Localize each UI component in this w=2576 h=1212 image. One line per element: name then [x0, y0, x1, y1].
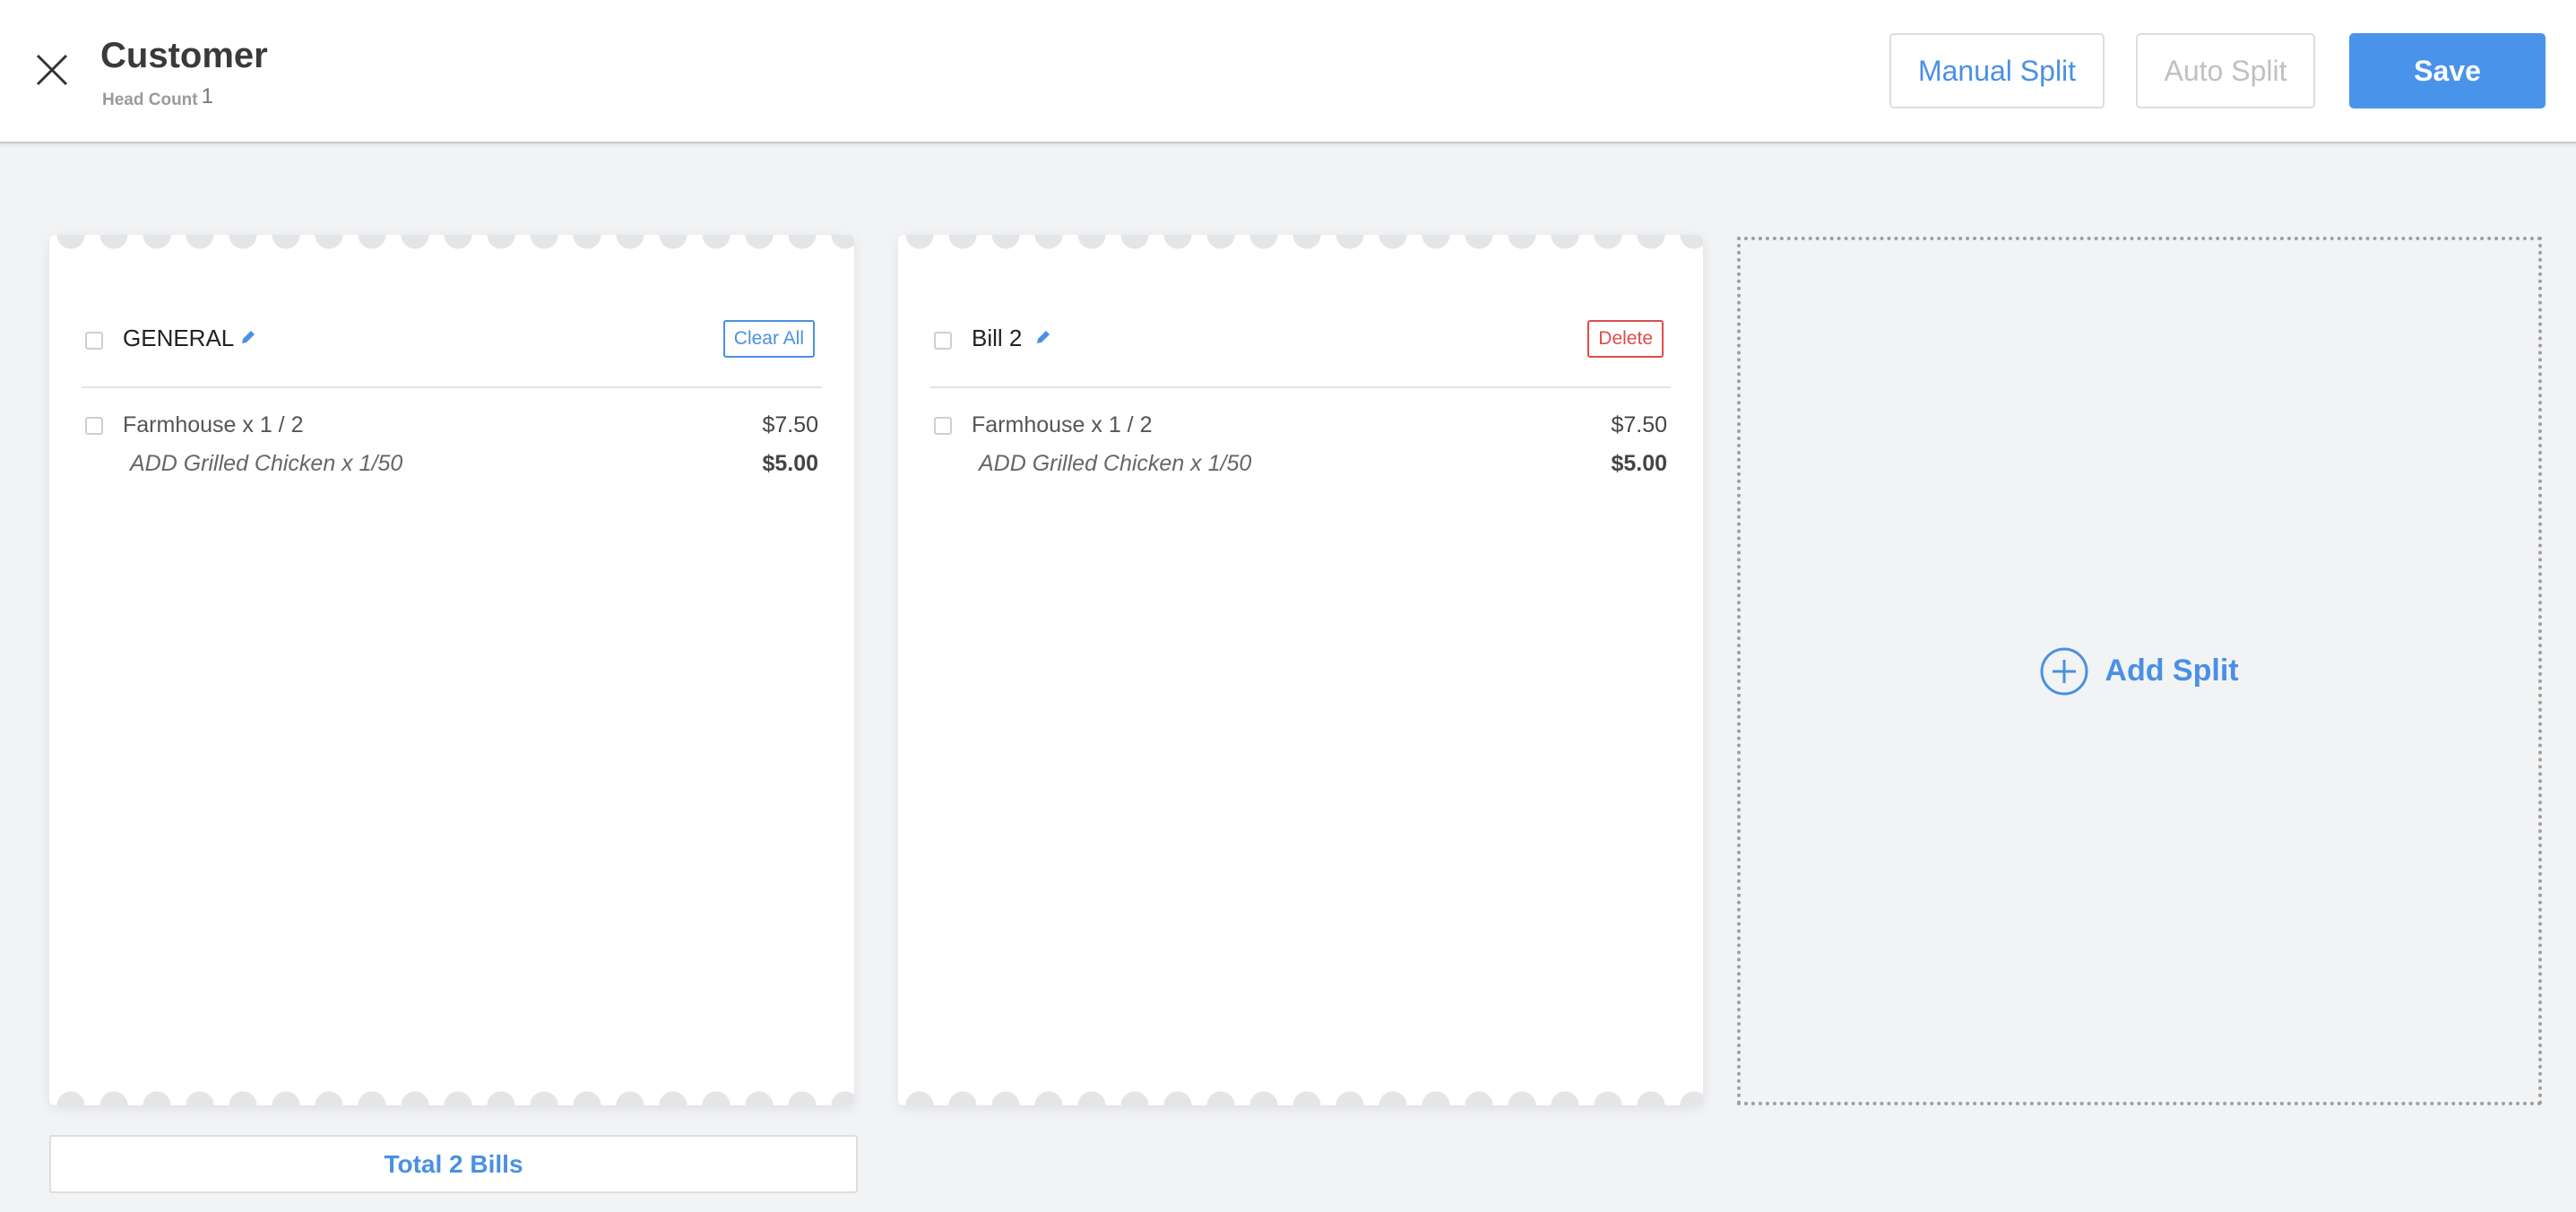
head-count: Head Count 1	[102, 84, 213, 110]
head-count-value: 1	[201, 84, 213, 108]
item-price: $7.50	[762, 412, 818, 437]
manual-split-button[interactable]: Manual Split	[1889, 33, 2105, 108]
item-name: Farmhouse x 1 / 2	[972, 412, 1153, 437]
bill-checkbox[interactable]	[85, 332, 103, 350]
head-count-label: Head Count	[102, 91, 198, 109]
header: Customer Head Count 1 Manual Split Auto S…	[0, 0, 2576, 143]
addon-price: $5.00	[1611, 451, 1667, 476]
add-split-button[interactable]: Add Split	[1737, 237, 2542, 1105]
item-checkbox[interactable]	[85, 417, 103, 435]
total-bills-button[interactable]: Total 2 Bills	[49, 1135, 858, 1193]
addon-price: $5.00	[762, 451, 818, 476]
item-name: Farmhouse x 1 / 2	[123, 412, 304, 437]
item-checkbox[interactable]	[934, 417, 952, 435]
bill-name: GENERAL	[123, 325, 235, 351]
auto-split-button[interactable]: Auto Split	[2136, 33, 2315, 108]
bill-card-2: Bill 2 Delete Farmhouse x 1 / 2 $7.50 AD…	[898, 235, 1703, 1105]
plus-circle-icon	[2040, 647, 2088, 695]
page-title: Customer	[100, 36, 268, 75]
clear-all-button[interactable]: Clear All	[722, 320, 815, 358]
addon-name: ADD Grilled Chicken x 1/50	[979, 451, 1252, 476]
close-icon[interactable]	[34, 52, 70, 88]
pencil-icon[interactable]	[239, 328, 257, 346]
divider	[930, 386, 1671, 388]
bill-checkbox[interactable]	[934, 332, 952, 350]
save-button[interactable]: Save	[2349, 33, 2546, 108]
addon-name: ADD Grilled Chicken x 1/50	[130, 451, 403, 476]
bill-name: Bill 2	[972, 325, 1023, 351]
add-split-label: Add Split	[2105, 654, 2239, 688]
delete-button[interactable]: Delete	[1587, 320, 1664, 358]
bill-card-general: GENERAL Clear All Farmhouse x 1 / 2 $7.5…	[49, 235, 854, 1105]
divider	[82, 386, 822, 388]
item-price: $7.50	[1611, 412, 1667, 437]
pencil-icon[interactable]	[1034, 328, 1052, 346]
